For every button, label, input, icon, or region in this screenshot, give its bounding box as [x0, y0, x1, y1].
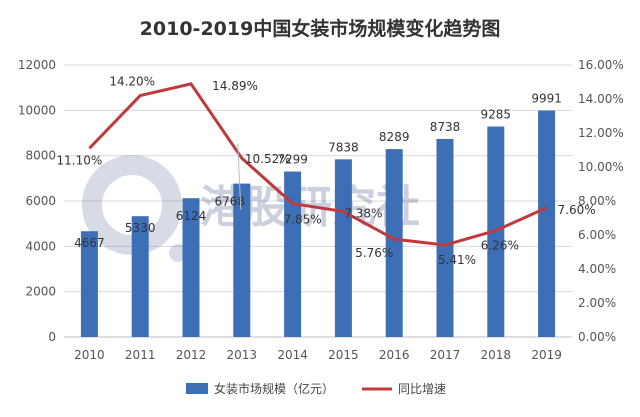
line-value-label: 14.20%: [109, 75, 155, 89]
bar-value-label: 6124: [176, 209, 207, 223]
legend-label: 同比增速: [398, 382, 446, 396]
bar: [182, 198, 200, 337]
y-right-tick-label: 0.00%: [578, 330, 616, 344]
y-right-tick-label: 14.00%: [578, 92, 624, 106]
bar-value-label: 6768: [215, 195, 246, 209]
legend-swatch-bar: [186, 383, 208, 394]
bar: [436, 138, 454, 337]
line-value-label: 5.76%: [355, 246, 393, 260]
x-tick-label: 2011: [125, 348, 156, 362]
bar-value-label: 7838: [328, 140, 359, 154]
legend: 女装市场规模（亿元） 同比增速: [186, 381, 446, 396]
y-right-tick-label: 6.00%: [578, 228, 616, 242]
bar: [80, 231, 98, 337]
y-right-tick-label: 8.00%: [578, 194, 616, 208]
bar-value-label: 8738: [430, 120, 461, 134]
leader-line: [237, 144, 242, 210]
legend-label: 女装市场规模（亿元）: [214, 381, 334, 396]
x-tick-label: 2019: [531, 348, 562, 362]
line-value-label: 7.85%: [284, 213, 322, 227]
bar: [233, 183, 251, 337]
bar-value-label: 7299: [277, 153, 308, 167]
x-tick-label: 2013: [227, 348, 258, 362]
data-labels: 4667 5330 6124 6768 7299 7838 8289 8738 9285 9991…: [57, 75, 596, 267]
x-tick-label: 2010: [74, 348, 105, 362]
axis-ticks: 0 2000 4000 6000 8000 10000 12000 0.00% 2.00% 4.0…: [18, 58, 624, 362]
bar: [284, 171, 302, 337]
bar: [538, 110, 556, 338]
y-right-tick-label: 2.00%: [578, 296, 616, 310]
bar-series: [80, 110, 556, 338]
growth-line: [88, 82, 548, 247]
y-left-tick-label: 12000: [18, 58, 56, 72]
y-left-tick-label: 8000: [25, 149, 56, 163]
line-value-label: 10.52%: [245, 152, 291, 166]
bar-value-label: 8289: [379, 130, 410, 144]
y-right-tick-label: 12.00%: [578, 126, 624, 140]
x-tick-label: 2016: [379, 348, 410, 362]
y-left-tick-label: 10000: [18, 103, 56, 117]
x-tick-label: 2018: [481, 348, 512, 362]
y-right-tick-label: 16.00%: [578, 58, 624, 72]
y-right-tick-label: 4.00%: [578, 262, 616, 276]
line-value-label: 7.60%: [558, 203, 596, 217]
line-value-label: 11.10%: [57, 153, 103, 167]
bar-value-label: 9285: [481, 108, 512, 122]
x-tick-label: 2015: [328, 348, 359, 362]
y-left-tick-label: 4000: [25, 239, 56, 253]
line-value-label: 5.41%: [438, 253, 476, 267]
line-series: [88, 82, 548, 247]
line-value-label: 6.26%: [481, 239, 519, 253]
x-tick-label: 2012: [176, 348, 207, 362]
line-value-label: 14.89%: [212, 79, 258, 93]
bar: [385, 149, 403, 337]
chart-title: 2010-2019中国女装市场规模变化趋势图: [140, 17, 501, 40]
bar-value-label: 9991: [531, 92, 562, 106]
line-value-label: 7.38%: [344, 207, 382, 221]
bar: [334, 159, 352, 337]
bar-value-label: 4667: [74, 236, 105, 250]
y-left-tick-label: 0: [48, 330, 56, 344]
y-right-tick-label: 10.00%: [578, 160, 624, 174]
bar-value-label: 5330: [125, 221, 156, 235]
y-left-tick-label: 6000: [25, 194, 56, 208]
x-tick-label: 2017: [430, 348, 461, 362]
x-tick-label: 2014: [277, 348, 308, 362]
bar: [131, 216, 149, 337]
y-left-tick-label: 2000: [25, 285, 56, 299]
